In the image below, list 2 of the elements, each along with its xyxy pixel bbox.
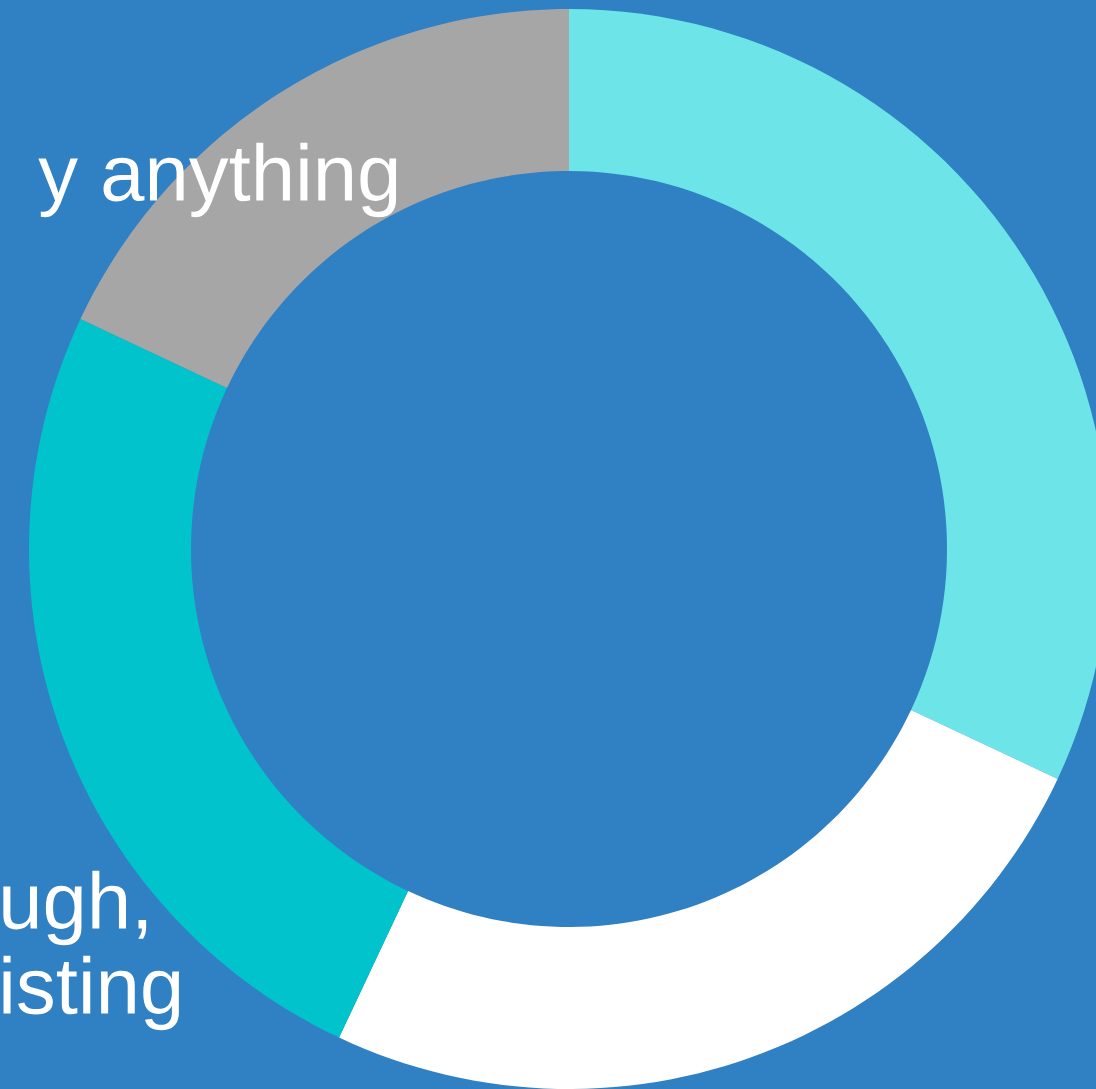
text: isting (3, 955, 180, 1031)
text: ugh, (3, 870, 147, 946)
